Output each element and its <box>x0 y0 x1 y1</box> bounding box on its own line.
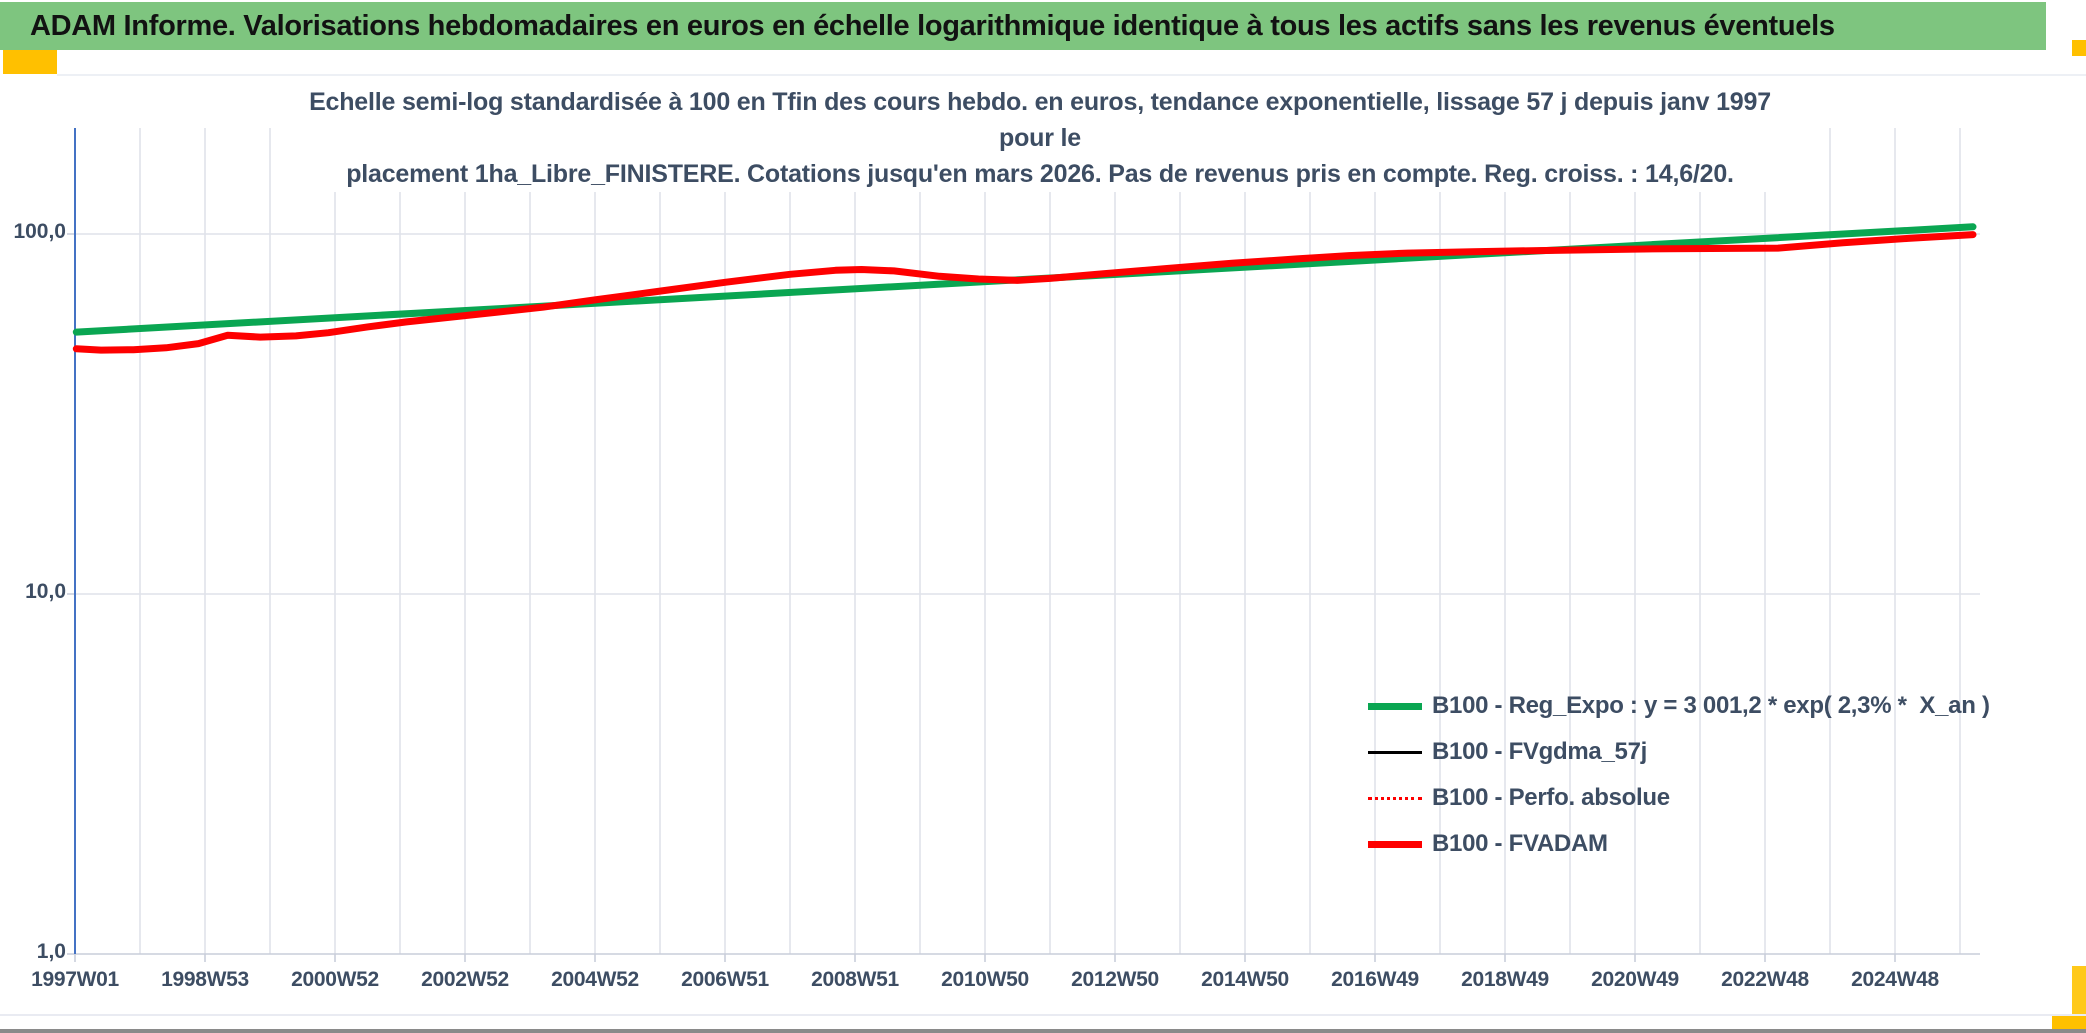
divider-bottom-light <box>0 1014 2086 1016</box>
x-tick-label-2002W52: 2002W52 <box>421 968 509 991</box>
chart-title-line2: placement 1ha_Libre_FINISTERE. Cotations… <box>346 160 1734 188</box>
x-tick-label-2008W51: 2008W51 <box>811 968 899 991</box>
x-tick-label-2016W49: 2016W49 <box>1331 968 1419 991</box>
x-tick-label-2000W52: 2000W52 <box>291 968 379 991</box>
legend-label-reg-expo: B100 - Reg_Expo : y = 3 001,2 * exp( 2,3… <box>1432 692 1990 719</box>
chart-title: Echelle semi-log standardisée à 100 en T… <box>290 84 1790 192</box>
x-tick-label-2010W50: 2010W50 <box>941 968 1029 991</box>
y-tick-label-1: 1,0 <box>36 940 66 963</box>
accent-square-bottom-right <box>2052 1016 2086 1033</box>
legend-row-perfo-absolue: B100 - Perfo. absolue <box>1368 775 1990 821</box>
x-tick-label-1997W01: 1997W01 <box>31 968 119 991</box>
report-title: ADAM Informe. Valorisations hebdomadaire… <box>30 10 1835 42</box>
x-tick-label-2024W48: 2024W48 <box>1851 968 1939 991</box>
legend-label-perfo-absolue: B100 - Perfo. absolue <box>1432 784 1670 811</box>
chart-legend: B100 - Reg_Expo : y = 3 001,2 * exp( 2,3… <box>1368 683 1990 867</box>
legend-row-fvadam: B100 - FVADAM <box>1368 821 1990 867</box>
legend-swatch-green-line-icon <box>1368 702 1422 710</box>
x-tick-label-1998W53: 1998W53 <box>161 968 249 991</box>
x-tick-label-2012W50: 2012W50 <box>1071 968 1159 991</box>
x-tick-label-2006W51: 2006W51 <box>681 968 769 991</box>
x-tick-label-2004W52: 2004W52 <box>551 968 639 991</box>
y-tick-label-10: 10,0 <box>25 580 66 603</box>
chart-title-line1: Echelle semi-log standardisée à 100 en T… <box>309 88 1771 152</box>
x-tick-label-2020W49: 2020W49 <box>1591 968 1679 991</box>
legend-swatch-black-line-icon <box>1368 750 1422 754</box>
divider-bottom-dark <box>0 1029 2086 1033</box>
x-tick-label-2014W50: 2014W50 <box>1201 968 1289 991</box>
series-line-b100-fvadam <box>72 231 1977 354</box>
legend-swatch-red-dotted-line-icon <box>1368 796 1422 800</box>
legend-label-fvgdma: B100 - FVgdma_57j <box>1432 738 1647 765</box>
legend-swatch-red-line-icon <box>1368 840 1422 848</box>
legend-label-fvadam: B100 - FVADAM <box>1432 830 1608 857</box>
x-tick-label-2022W48: 2022W48 <box>1721 968 1809 991</box>
legend-row-fvgdma: B100 - FVgdma_57j <box>1368 729 1990 775</box>
accent-square-top-left <box>3 50 57 74</box>
report-title-bar: ADAM Informe. Valorisations hebdomadaire… <box>0 2 2046 50</box>
divider-top <box>57 74 2086 76</box>
accent-square-top-right <box>2072 40 2086 56</box>
x-tick-label-2018W49: 2018W49 <box>1461 968 1549 991</box>
legend-row-reg-expo: B100 - Reg_Expo : y = 3 001,2 * exp( 2,3… <box>1368 683 1990 729</box>
y-tick-label-100: 100,0 <box>13 220 66 243</box>
